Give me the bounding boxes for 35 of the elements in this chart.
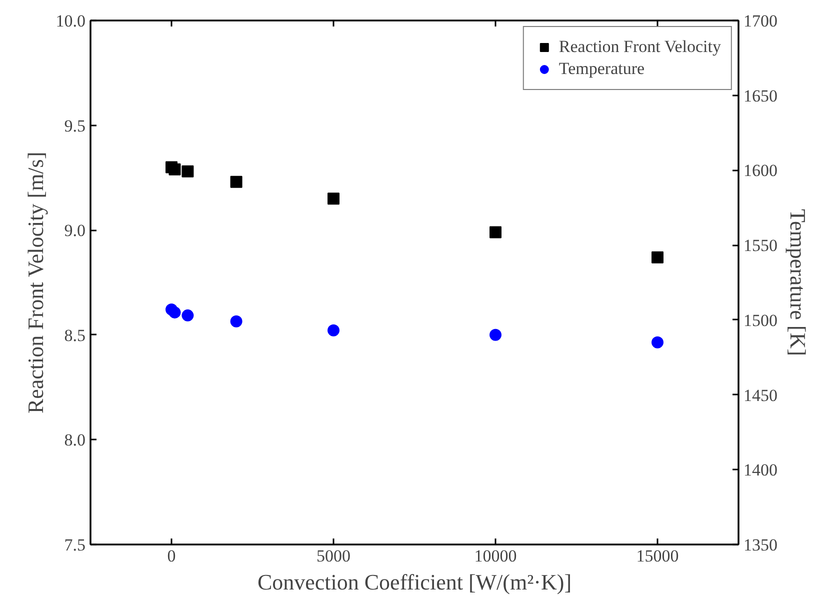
point xyxy=(652,251,664,264)
point xyxy=(490,328,502,341)
y2-tick-label: 1400 xyxy=(744,460,778,480)
x-tick-label: 15000 xyxy=(636,546,679,566)
y-tick-label: 8.5 xyxy=(64,326,86,345)
y2-tick-label: 1450 xyxy=(744,386,778,405)
legend-label: Reaction Front Velocity xyxy=(558,37,721,57)
point xyxy=(168,306,181,318)
x-tick-label: 5000 xyxy=(316,546,350,566)
point xyxy=(328,192,340,205)
y2-tick-label: 1650 xyxy=(744,86,778,106)
x-tick-label: 10000 xyxy=(474,546,517,566)
point xyxy=(328,324,340,336)
point xyxy=(652,336,664,348)
y-tick-label: 9.5 xyxy=(64,116,86,136)
y2-tick-label: 1550 xyxy=(744,236,778,256)
y-tick-label: 10.0 xyxy=(56,12,86,30)
y-tick-label: 9.0 xyxy=(64,221,86,240)
x-axis-title: Convection Coefficient [W/(m²·K)] xyxy=(257,570,572,594)
y2-tick-label: 1600 xyxy=(744,161,778,180)
y-tick-label: 7.5 xyxy=(64,536,86,554)
y2-tick-label: 1700 xyxy=(744,12,778,30)
point xyxy=(168,163,181,176)
y2-tick-label: 1350 xyxy=(744,536,778,554)
legend-label: Temperature xyxy=(558,59,645,79)
point xyxy=(490,226,502,238)
y-axis-title: Reaction Front Velocity [m/s] xyxy=(22,152,48,414)
point xyxy=(230,176,242,188)
y2-tick-label: 1500 xyxy=(744,310,778,330)
y-tick-label: 8.0 xyxy=(64,430,86,450)
y2-axis-title: Temperature [K] xyxy=(786,209,810,356)
x-tick-label: 0 xyxy=(167,546,176,566)
point xyxy=(182,309,194,322)
point xyxy=(230,315,242,328)
point xyxy=(182,165,194,178)
